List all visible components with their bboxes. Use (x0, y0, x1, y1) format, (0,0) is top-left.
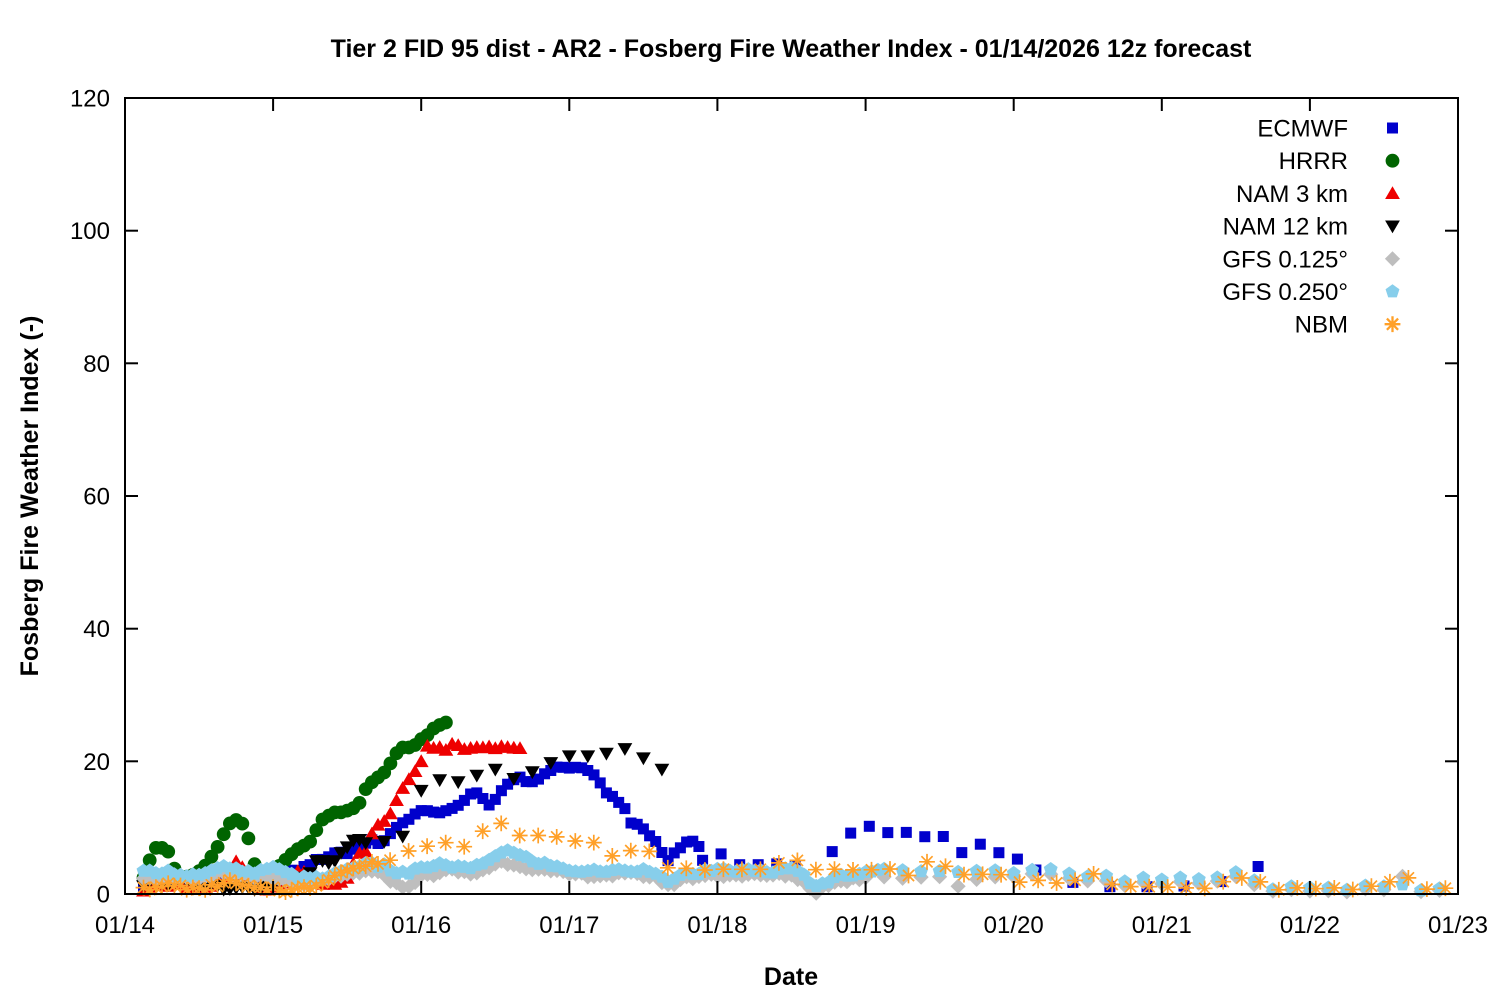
svg-text:01/19: 01/19 (836, 912, 896, 939)
svg-text:100: 100 (70, 218, 110, 245)
svg-text:NBM: NBM (1295, 312, 1348, 339)
svg-text:01/22: 01/22 (1280, 912, 1340, 939)
svg-text:GFS 0.125°: GFS 0.125° (1222, 246, 1348, 273)
svg-text:GFS 0.250°: GFS 0.250° (1222, 279, 1348, 306)
svg-text:ECMWF: ECMWF (1257, 116, 1348, 143)
svg-text:01/23: 01/23 (1428, 912, 1488, 939)
svg-text:01/18: 01/18 (687, 912, 747, 939)
svg-text:0: 0 (97, 882, 110, 909)
svg-text:120: 120 (70, 86, 110, 113)
svg-text:01/14: 01/14 (95, 912, 155, 939)
svg-text:Fosberg Fire Weather Index (-): Fosberg Fire Weather Index (-) (16, 316, 44, 677)
svg-text:60: 60 (83, 484, 110, 511)
svg-text:80: 80 (83, 351, 110, 378)
svg-text:Tier 2 FID 95 dist - AR2 - Fos: Tier 2 FID 95 dist - AR2 - Fosberg Fire … (331, 35, 1252, 63)
svg-text:01/16: 01/16 (391, 912, 451, 939)
svg-text:20: 20 (83, 749, 110, 776)
svg-text:NAM 3 km: NAM 3 km (1236, 181, 1348, 208)
svg-text:01/20: 01/20 (984, 912, 1044, 939)
svg-text:01/15: 01/15 (243, 912, 303, 939)
svg-text:01/17: 01/17 (539, 912, 599, 939)
svg-text:Date: Date (764, 963, 818, 991)
svg-text:NAM 12 km: NAM 12 km (1223, 214, 1348, 241)
svg-text:01/21: 01/21 (1132, 912, 1192, 939)
svg-text:40: 40 (83, 616, 110, 643)
svg-text:HRRR: HRRR (1279, 148, 1348, 175)
